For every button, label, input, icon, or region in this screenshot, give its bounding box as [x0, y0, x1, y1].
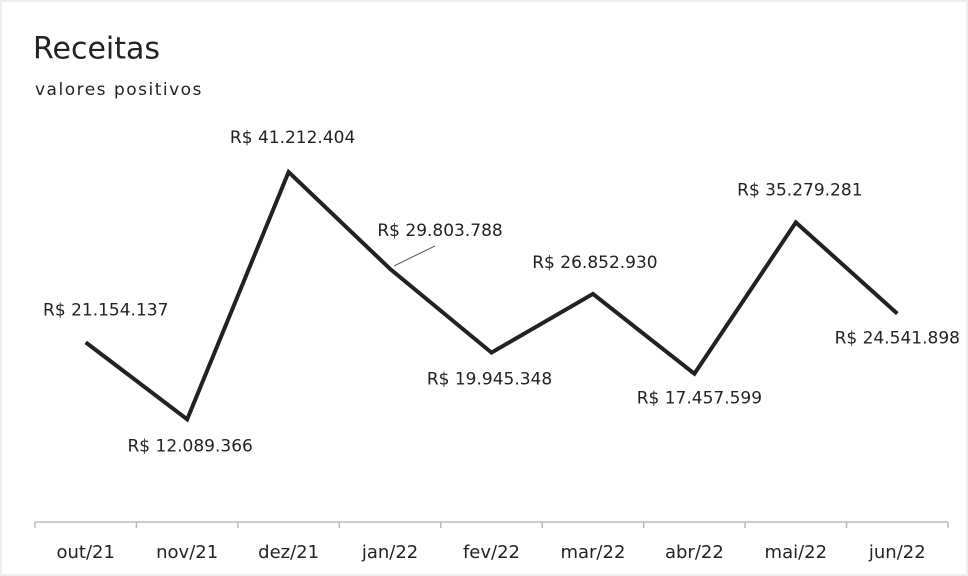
x-tick-label: fev/22	[463, 542, 520, 563]
data-label: R$ 41.212.404	[230, 128, 355, 148]
x-tick-label: out/21	[56, 542, 114, 563]
leader-line	[393, 245, 436, 267]
chart-title: Receitas	[33, 32, 160, 67]
chart-subtitle: valores positivos	[35, 80, 203, 100]
data-label: R$ 21.154.137	[43, 300, 168, 320]
line-series	[84, 168, 899, 423]
data-label: R$ 26.852.930	[532, 253, 657, 273]
data-label: R$ 24.541.898	[835, 329, 960, 349]
x-tick-label: mai/22	[765, 542, 828, 563]
x-tick-label: jan/22	[361, 542, 418, 563]
data-label: R$ 19.945.348	[427, 370, 552, 390]
x-tick-label: jun/22	[868, 542, 926, 563]
x-tick-label: nov/21	[156, 542, 218, 563]
data-label: R$ 12.089.366	[127, 436, 252, 456]
data-label: R$ 29.803.788	[377, 221, 502, 241]
x-tick-label: mar/22	[560, 542, 625, 563]
data-label: R$ 17.457.599	[637, 389, 762, 409]
x-tick-label: dez/21	[258, 542, 319, 563]
data-label: R$ 35.279.281	[737, 180, 862, 200]
x-tick-label: abr/22	[665, 542, 724, 563]
